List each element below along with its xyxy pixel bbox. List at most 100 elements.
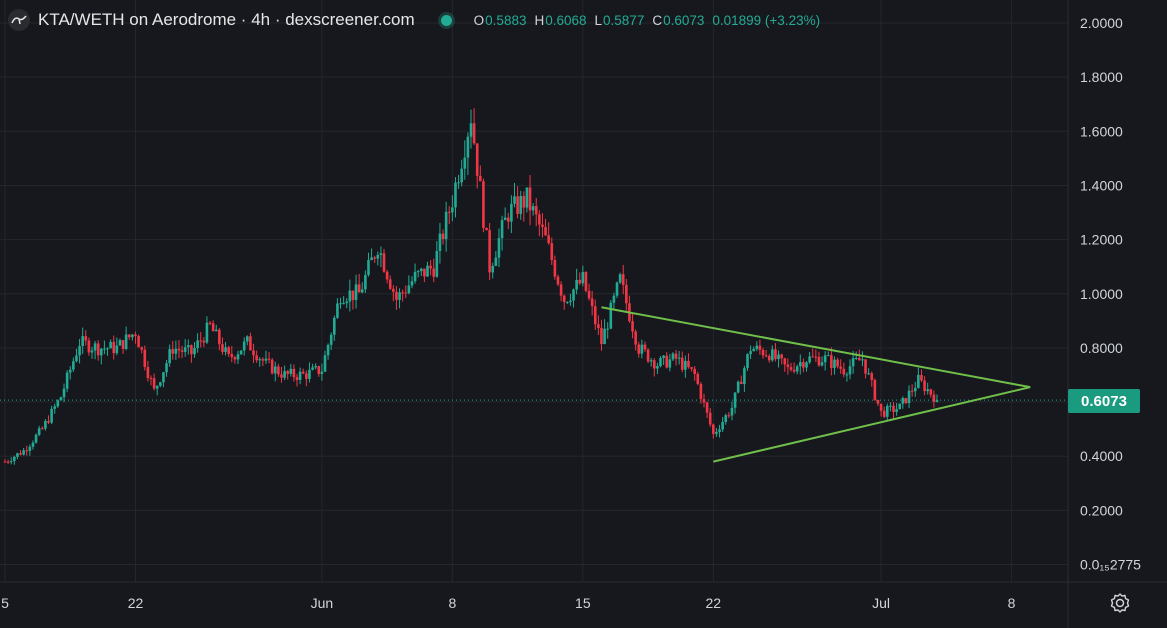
chart-title: KTA/WETH on Aerodrome · 4h · dexscreener…	[38, 10, 415, 29]
candle	[9, 457, 13, 465]
candle	[392, 285, 395, 302]
candle	[44, 418, 47, 431]
candle	[283, 365, 286, 380]
candle	[559, 281, 563, 302]
candle	[454, 177, 457, 218]
candle	[826, 351, 830, 357]
candle	[789, 362, 793, 372]
candle	[31, 440, 35, 450]
candle	[861, 351, 864, 367]
gear-icon[interactable]	[1109, 592, 1131, 614]
candle	[364, 270, 367, 293]
candle	[131, 333, 134, 341]
candle	[600, 319, 603, 351]
candle	[134, 331, 137, 344]
candle	[416, 269, 420, 278]
candle	[25, 445, 29, 456]
candle	[224, 341, 227, 356]
candle	[56, 399, 60, 408]
candle	[249, 332, 252, 351]
candle	[544, 218, 547, 236]
candle	[528, 174, 532, 226]
candle	[631, 312, 634, 339]
candle	[901, 396, 905, 409]
candle	[451, 195, 454, 222]
candle	[96, 340, 100, 361]
candle	[311, 363, 314, 371]
candle	[811, 348, 815, 358]
candle	[68, 366, 72, 380]
candle	[90, 346, 94, 359]
candle	[426, 261, 429, 277]
candle	[718, 424, 721, 438]
x-axis: 5 22 Jun 8 15 22 Jul 8	[1, 595, 1016, 611]
candle	[6, 459, 10, 464]
candle	[444, 201, 448, 252]
candle	[889, 402, 892, 412]
candle	[640, 339, 644, 359]
candle	[780, 353, 783, 365]
y-tick-label: 1.8000	[1080, 69, 1123, 85]
candle	[435, 241, 439, 278]
candle	[721, 417, 724, 432]
candle	[628, 295, 631, 323]
candle	[37, 425, 41, 437]
candle	[112, 335, 116, 360]
candle	[926, 382, 929, 395]
candle	[53, 403, 57, 414]
candle	[652, 358, 656, 377]
candle	[506, 212, 510, 230]
open-label: O	[473, 12, 485, 28]
candle	[252, 343, 255, 363]
ohlc-readout: O0.5883 H0.6068 L0.5877 C0.6073 0.01899 …	[474, 13, 820, 28]
candle	[227, 345, 230, 357]
candle	[103, 340, 106, 355]
candle	[314, 363, 317, 370]
candle	[569, 293, 572, 306]
candle	[261, 357, 265, 367]
x-tick-label: Jun	[311, 595, 334, 611]
candle	[193, 342, 196, 358]
candle	[109, 339, 112, 349]
open-value: 0.5883	[485, 12, 527, 28]
trendline[interactable]	[601, 306, 1031, 389]
candle	[581, 265, 585, 287]
candle	[121, 339, 125, 354]
low-value: 0.5877	[603, 12, 645, 28]
last-price-badge: 0.6073	[1068, 389, 1140, 413]
candle	[677, 350, 681, 365]
candle	[736, 380, 740, 394]
candle	[40, 426, 44, 430]
candle	[755, 341, 759, 352]
candle	[323, 350, 327, 373]
candle	[87, 337, 91, 356]
x-tick-label: 8	[1008, 595, 1016, 611]
candle	[479, 165, 482, 182]
trendline[interactable]	[713, 386, 1031, 463]
candle	[140, 346, 143, 354]
candle	[525, 187, 529, 213]
candle	[898, 403, 902, 410]
candle	[799, 354, 802, 375]
candle	[447, 206, 451, 225]
candle	[656, 362, 659, 375]
x-tick-label: 5	[1, 595, 9, 611]
candle	[236, 350, 240, 365]
candle	[774, 343, 777, 362]
candle	[892, 401, 895, 419]
candle	[817, 351, 821, 367]
candle	[920, 369, 923, 383]
candle	[727, 412, 731, 419]
candle	[398, 288, 401, 309]
candle	[724, 413, 728, 425]
candle	[910, 384, 914, 397]
candle	[270, 358, 274, 375]
candle	[273, 361, 277, 382]
candle	[460, 159, 463, 187]
candle	[463, 140, 467, 180]
candle	[78, 338, 81, 364]
candle	[693, 366, 696, 381]
candle	[668, 353, 672, 372]
candle	[93, 340, 97, 360]
